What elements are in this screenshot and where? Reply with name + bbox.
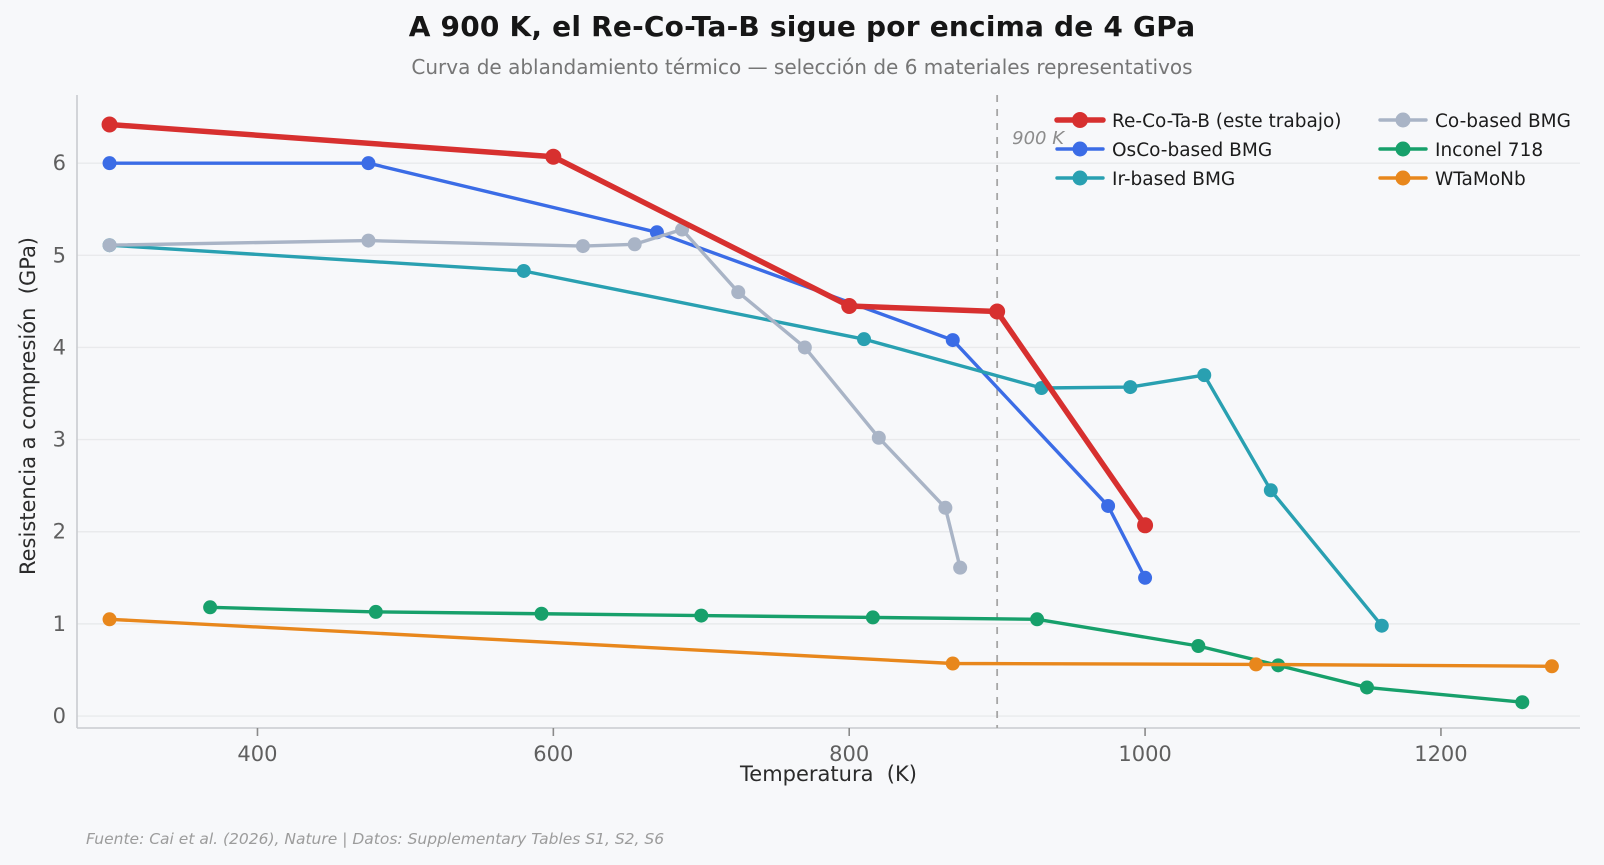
reference-line-label: 900 K [1012, 128, 1065, 149]
series-line-ir-based-bmg [107, 243, 1384, 628]
x-tick-label: 800 [829, 742, 869, 766]
y-tick-label: 2 [53, 520, 66, 544]
data-point-co-based-bmg [938, 500, 953, 515]
legend-item: Inconel 718 [1378, 140, 1543, 161]
data-point-co-based-bmg [797, 340, 812, 355]
x-tick-label: 400 [237, 742, 277, 766]
chart-title: A 900 K, el Re-Co-Ta-B sigue por encima … [408, 10, 1196, 43]
data-point-inconel-718 [1191, 638, 1206, 653]
data-point-wtamonb [1544, 659, 1559, 674]
data-point-inconel-718 [1515, 695, 1530, 710]
legend-label: WTaMoNb [1435, 169, 1526, 190]
data-point-co-based-bmg [575, 239, 590, 254]
data-point-co-based-bmg [627, 237, 642, 252]
y-tick-label: 1 [53, 612, 66, 636]
series-line-inconel-718 [208, 605, 1525, 704]
legend-label: Inconel 718 [1435, 140, 1543, 161]
legend-item: WTaMoNb [1378, 169, 1526, 190]
legend-item: Ir-based BMG [1055, 169, 1235, 190]
data-point-osco-based-bmg [945, 333, 960, 348]
legend-label: OsCo-based BMG [1112, 140, 1272, 161]
data-point-osco-based-bmg [102, 156, 117, 171]
data-point-osco-based-bmg [1101, 498, 1116, 513]
data-point-ir-based-bmg [857, 332, 872, 347]
data-point-re-co-ta-b-este-trabajo- [101, 116, 118, 133]
data-point-inconel-718 [1030, 612, 1045, 627]
data-point-ir-based-bmg [1123, 380, 1138, 395]
legend-item: Re-Co-Ta-B (este trabajo) [1054, 111, 1342, 132]
x-tick-label: 600 [533, 742, 573, 766]
y-axis-label: Resistencia a compresión (GPa) [16, 236, 40, 576]
legend-item: OsCo-based BMG [1055, 140, 1272, 161]
data-point-wtamonb [945, 656, 960, 671]
data-point-inconel-718 [534, 606, 549, 621]
data-point-co-based-bmg [953, 560, 968, 575]
data-point-co-based-bmg [731, 285, 746, 300]
legend-label: Ir-based BMG [1112, 169, 1235, 190]
data-point-ir-based-bmg [1263, 483, 1278, 498]
data-point-inconel-718 [865, 610, 880, 625]
legend-swatch-marker [1072, 112, 1088, 128]
data-point-ir-based-bmg [516, 263, 531, 278]
data-point-inconel-718 [368, 604, 383, 619]
data-point-inconel-718 [694, 608, 709, 623]
data-point-ir-based-bmg [1374, 618, 1389, 633]
source-note: Fuente: Cai et al. (2026), Nature | Dato… [86, 830, 665, 848]
data-point-osco-based-bmg [361, 156, 376, 171]
legend-swatch-marker [1395, 141, 1411, 157]
legend-swatch-marker [1395, 112, 1411, 128]
x-tick-label: 1200 [1414, 742, 1467, 766]
y-tick-label: 4 [53, 335, 66, 359]
data-point-co-based-bmg [102, 238, 117, 253]
chart-subtitle: Curva de ablandamiento térmico — selecci… [411, 55, 1193, 79]
data-point-osco-based-bmg [1138, 570, 1153, 585]
x-tick-label: 1000 [1118, 742, 1171, 766]
series-line-wtamonb [107, 617, 1554, 668]
data-point-re-co-ta-b-este-trabajo- [989, 303, 1006, 320]
data-point-wtamonb [1249, 657, 1264, 672]
data-point-co-based-bmg [361, 233, 376, 248]
data-point-ir-based-bmg [1197, 368, 1212, 383]
data-point-re-co-ta-b-este-trabajo- [841, 298, 858, 314]
legend-swatch-marker [1072, 170, 1088, 186]
series-line-osco-based-bmg [107, 161, 1147, 580]
data-point-inconel-718 [1359, 680, 1374, 695]
data-point-co-based-bmg [871, 430, 886, 445]
legend-label: Co-based BMG [1435, 111, 1571, 132]
y-tick-label: 5 [53, 243, 66, 267]
data-point-inconel-718 [203, 600, 218, 615]
series-line-co-based-bmg [107, 227, 962, 570]
data-point-re-co-ta-b-este-trabajo- [545, 148, 562, 165]
legend-label: Re-Co-Ta-B (este trabajo) [1112, 111, 1342, 132]
y-tick-label: 6 [53, 151, 66, 175]
legend-swatch-marker [1395, 170, 1411, 186]
x-axis-label: Temperatura (K) [740, 762, 917, 786]
data-point-wtamonb [102, 612, 117, 627]
legend-swatch-marker [1072, 141, 1088, 157]
y-tick-label: 3 [53, 428, 66, 452]
legend-item: Co-based BMG [1378, 111, 1571, 132]
data-point-re-co-ta-b-este-trabajo- [1137, 517, 1154, 534]
series-line-re-co-ta-b-este-trabajo- [106, 121, 1148, 529]
y-tick-label: 0 [53, 704, 66, 728]
